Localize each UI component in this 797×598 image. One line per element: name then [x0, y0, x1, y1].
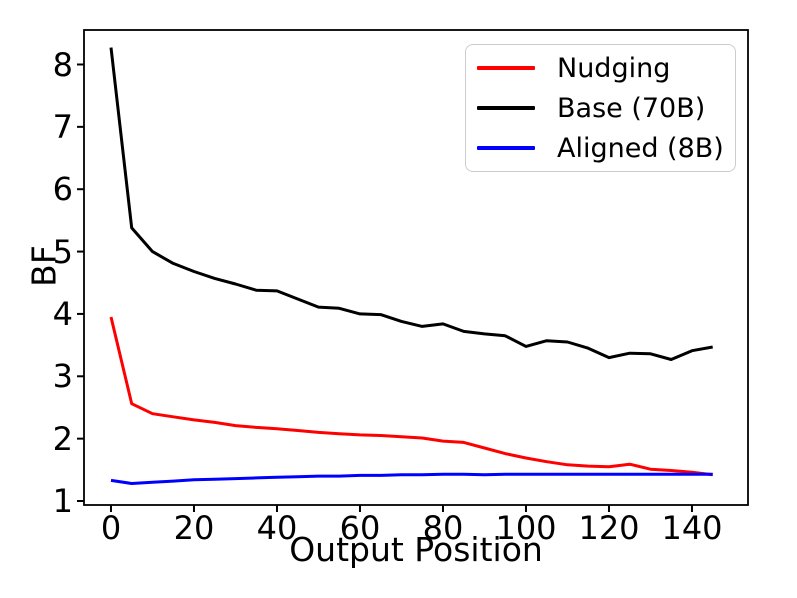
x-tick-label: 60 [339, 509, 381, 547]
x-tick-label: 80 [422, 509, 464, 547]
x-tick-label: 0 [100, 509, 122, 547]
x-tick-label: 40 [256, 509, 298, 547]
x-axis-label: Output Position [289, 530, 543, 569]
x-tick-label: 20 [173, 509, 215, 547]
x-tick-label: 120 [578, 509, 640, 547]
y-tick-label: 5 [52, 232, 73, 271]
y-tick-label: 3 [52, 357, 73, 396]
legend-swatch-nudging [477, 66, 535, 70]
y-tick-label: 7 [52, 107, 73, 146]
legend-swatch-aligned-8b [477, 146, 535, 150]
y-tick-label: 2 [52, 419, 73, 458]
legend-item-base-70b: Base (70B) [466, 88, 735, 128]
legend-swatch-base-70b [477, 106, 535, 110]
legend-label-base-70b: Base (70B) [557, 92, 706, 124]
y-tick-label: 4 [52, 294, 73, 333]
legend: Nudging Base (70B) Aligned (8B) [465, 44, 736, 172]
aligned-8b-line [110, 472, 713, 485]
nudging-line [109, 316, 713, 477]
legend-label-nudging: Nudging [557, 52, 671, 84]
legend-item-nudging: Nudging [466, 48, 735, 88]
y-tick-label: 6 [52, 170, 73, 209]
plot-spines [83, 29, 749, 506]
x-tick-label: 100 [495, 509, 557, 547]
x-tick-label: 140 [661, 509, 723, 547]
legend-label-aligned-8b: Aligned (8B) [557, 132, 724, 164]
y-tick-label: 1 [52, 482, 73, 520]
legend-item-aligned-8b: Aligned (8B) [466, 128, 735, 168]
base-70b-line [109, 47, 713, 361]
y-tick-label: 8 [52, 45, 73, 84]
